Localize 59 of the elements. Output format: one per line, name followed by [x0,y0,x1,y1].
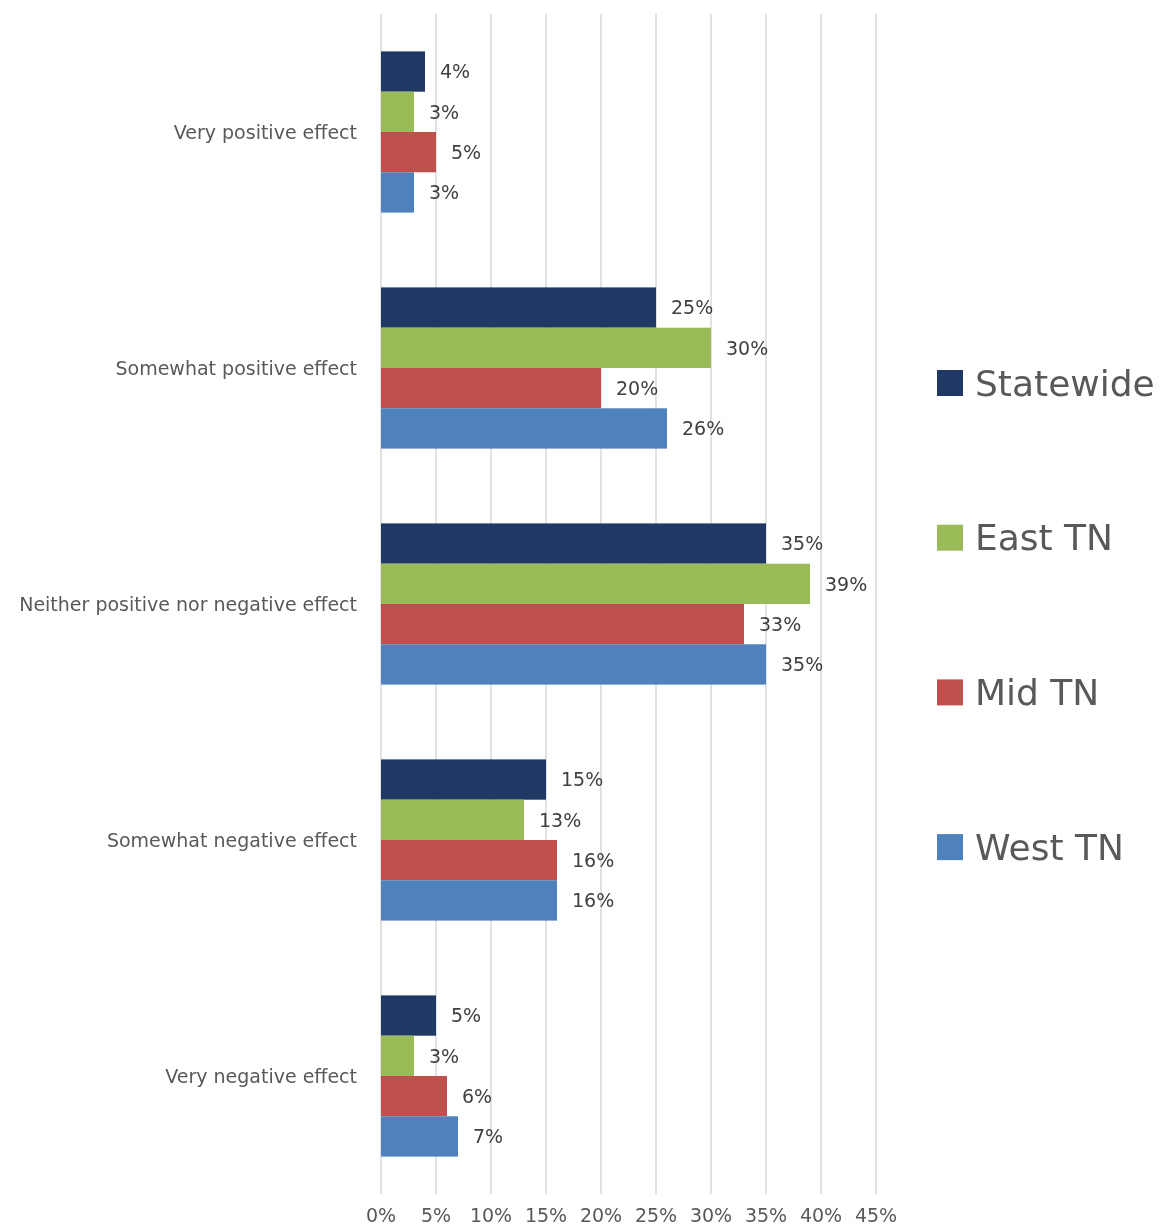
data-label: 20% [616,376,659,399]
x-tick-label: 45% [854,1204,898,1226]
data-label: 3% [429,1044,460,1067]
bar [381,995,436,1036]
legend-label: East TN [975,517,1114,559]
bar [381,644,766,685]
y-tick-label: Very negative effect [165,1064,357,1087]
bar [381,1076,447,1117]
y-tick-label: Somewhat positive effect [115,356,357,379]
data-label: 13% [539,808,582,831]
bar [381,604,744,645]
x-tick-label: 35% [744,1204,788,1226]
bar [381,1116,458,1157]
legend-label: Statewide [975,362,1155,404]
data-label: 15% [561,768,604,791]
bar [381,132,436,173]
bar [381,759,546,800]
data-label: 16% [572,848,615,871]
bar [381,799,524,840]
data-label: 35% [781,653,824,676]
bar [381,840,557,881]
x-tick-label: 10% [469,1204,513,1226]
x-tick-label: 5% [420,1204,452,1226]
bar [381,287,656,328]
data-label: 25% [671,296,714,319]
bar [381,51,425,92]
data-label: 33% [759,612,802,635]
data-label: 16% [572,889,615,912]
data-label: 6% [462,1084,493,1107]
data-label: 3% [429,100,460,123]
data-label: 26% [682,417,725,440]
data-label: 5% [451,1004,482,1027]
bar [381,523,766,564]
x-tick-label: 15% [524,1204,568,1226]
bar [381,172,414,213]
legend-label: West TN [975,826,1124,868]
bar [381,91,414,132]
data-label: 30% [726,336,769,359]
bar [381,327,711,368]
bar [381,368,601,409]
x-tick-label: 0% [365,1204,397,1226]
data-label: 3% [429,181,460,204]
bar [381,563,810,604]
y-tick-label: Somewhat negative effect [106,828,357,851]
x-tick-label: 20% [579,1204,623,1226]
bar [381,408,667,449]
legend-label: Mid TN [975,672,1100,713]
x-tick-label: 25% [634,1204,678,1226]
data-label: 5% [451,140,482,163]
x-tick-label: 40% [799,1204,843,1226]
y-tick-label: Neither positive nor negative effect [19,592,357,615]
data-label: 4% [440,60,471,83]
x-tick-label: 30% [689,1204,733,1226]
data-label: 39% [825,572,868,595]
y-tick-label: Very positive effect [173,120,357,143]
bar [381,880,557,921]
data-label: 35% [781,532,824,555]
data-label: 7% [473,1125,504,1148]
bar [381,1035,414,1076]
